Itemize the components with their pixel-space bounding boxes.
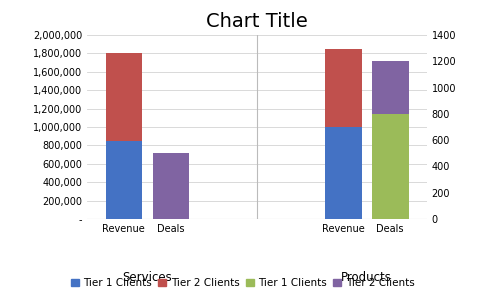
Legend: Tier 1 Clients, Tier 2 Clients, Tier 1 Clients, Tier 2 Clients: Tier 1 Clients, Tier 2 Clients, Tier 1 C… xyxy=(66,274,418,292)
Bar xyxy=(371,114,408,219)
Bar xyxy=(106,141,142,219)
Text: Products: Products xyxy=(341,270,392,284)
Bar xyxy=(106,53,142,141)
Title: Chart Title: Chart Title xyxy=(206,12,307,31)
Bar xyxy=(324,127,361,219)
Bar xyxy=(324,49,361,127)
Bar xyxy=(152,153,189,219)
Text: Services: Services xyxy=(122,270,172,284)
Bar xyxy=(371,61,408,114)
